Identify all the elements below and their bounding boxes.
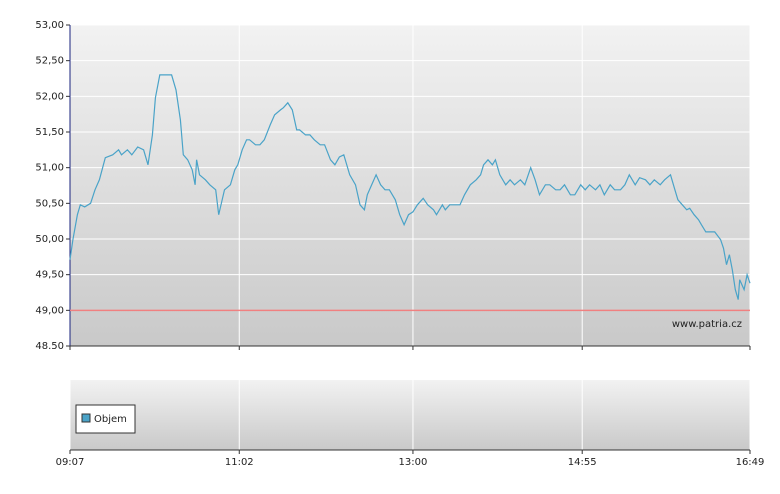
y-tick-label: 49,50 xyxy=(35,270,64,281)
y-tick-label: 49,00 xyxy=(35,305,64,316)
y-tick-label: 51,50 xyxy=(35,127,64,138)
price-line xyxy=(69,74,751,300)
legend-label: Objem xyxy=(94,414,127,425)
y-tick-label: 48.50 xyxy=(35,341,64,352)
y-tick-label: 52,50 xyxy=(35,56,64,67)
x-tick-label: 11:02 xyxy=(225,457,254,468)
y-tick-label: 50,00 xyxy=(35,234,64,245)
y-tick-label: 51,00 xyxy=(35,163,64,174)
watermark: www.patria.cz xyxy=(672,319,742,330)
x-tick-label: 13:00 xyxy=(399,457,428,468)
x-tick-label: 14:55 xyxy=(568,457,597,468)
x-tick-label: 09:07 xyxy=(56,457,85,468)
legend-swatch xyxy=(81,413,91,423)
y-tick-label: 52,00 xyxy=(35,91,64,102)
price-panel xyxy=(70,25,750,346)
x-tick-label: 16:49 xyxy=(736,457,765,468)
y-tick-label: 50,50 xyxy=(35,198,64,209)
volume-panel xyxy=(70,380,750,450)
y-tick-label: 53,00 xyxy=(35,20,64,31)
